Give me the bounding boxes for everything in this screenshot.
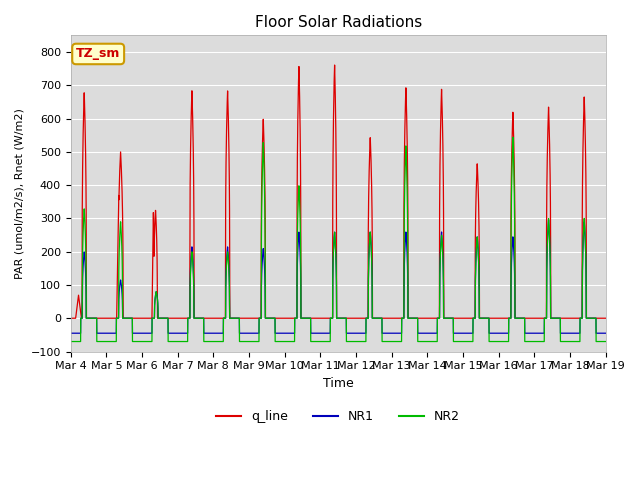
NR1	[602, 330, 609, 336]
X-axis label: Time: Time	[323, 377, 353, 390]
NR1	[67, 330, 74, 336]
q_line	[248, 315, 256, 321]
NR2	[248, 339, 256, 345]
Y-axis label: PAR (umol/m2/s), Rnet (W/m2): PAR (umol/m2/s), Rnet (W/m2)	[15, 108, 25, 279]
NR1	[473, 240, 481, 246]
q_line	[579, 134, 587, 140]
Line: NR1: NR1	[70, 220, 605, 333]
NR1	[579, 239, 587, 244]
q_line	[458, 315, 465, 321]
q_line	[67, 315, 74, 321]
NR2	[458, 339, 465, 345]
Title: Floor Solar Radiations: Floor Solar Radiations	[255, 15, 422, 30]
NR2	[579, 236, 587, 241]
Legend: q_line, NR1, NR2: q_line, NR1, NR2	[211, 405, 465, 428]
NR1	[573, 330, 580, 336]
NR1	[545, 217, 552, 223]
NR2	[573, 339, 580, 345]
NR2	[67, 339, 74, 345]
q_line	[573, 315, 580, 321]
NR1	[458, 330, 465, 336]
Text: TZ_sm: TZ_sm	[76, 48, 120, 60]
NR1	[248, 330, 256, 336]
NR1	[320, 330, 328, 336]
q_line	[602, 315, 609, 321]
q_line	[331, 62, 339, 68]
NR2	[602, 339, 609, 345]
NR2	[320, 339, 328, 345]
NR2	[473, 240, 481, 246]
Line: NR2: NR2	[70, 137, 605, 342]
NR2	[509, 134, 516, 140]
q_line	[473, 169, 481, 175]
Line: q_line: q_line	[70, 65, 605, 318]
q_line	[320, 315, 328, 321]
